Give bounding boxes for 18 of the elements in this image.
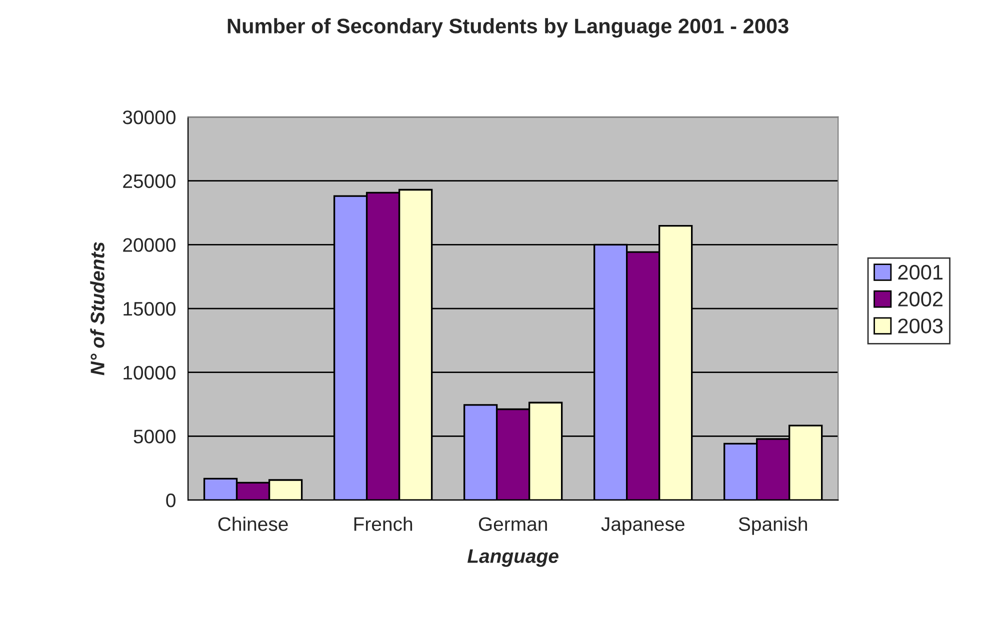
y-tick-label: 5000 [134,430,176,444]
y-axis-title: N° of Students [90,242,104,376]
x-tick-label: Chinese [218,516,288,531]
x-tick-label: Japanese [601,517,684,535]
y-tick-label: 30000 [122,110,176,124]
x-tick-label: German [478,517,547,531]
legend-label: 2001 [898,264,943,280]
y-tick-label: 15000 [124,302,176,316]
x-axis-title: Language [468,549,558,567]
y-tick-label: 0 [166,493,176,508]
x-tick-label: French [354,516,412,531]
legend-label: 2003 [898,318,943,334]
x-tick-label: Spanish [738,516,807,535]
y-tick-label: 10000 [124,366,176,380]
chart-title: Number of Secondary Students by Language 2001 - 2003 [228,18,788,38]
y-tick-label: 20000 [123,238,176,252]
legend-label: 2002 [898,292,942,306]
y-tick-label: 25000 [123,174,176,188]
